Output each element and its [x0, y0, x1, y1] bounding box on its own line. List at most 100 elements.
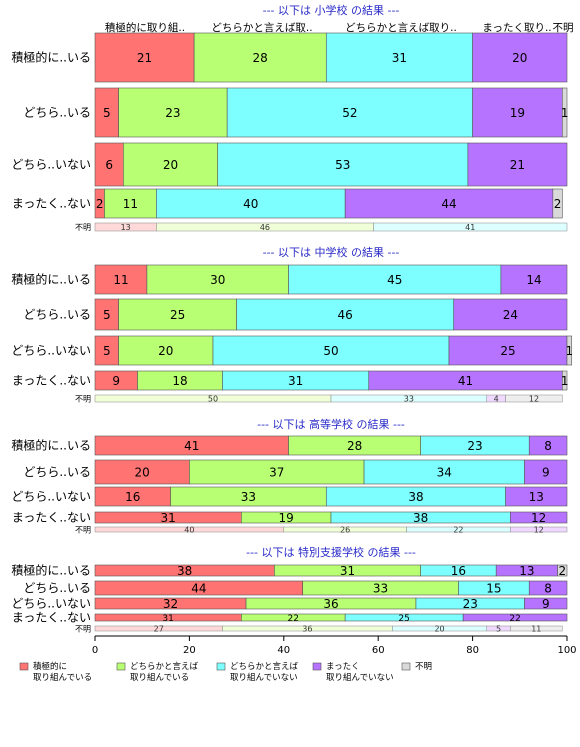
data-label: 8 [544, 439, 552, 453]
bar-segment [472, 87, 563, 138]
data-label: 19 [279, 511, 294, 525]
data-label: 31 [340, 564, 355, 578]
data-label: 9 [112, 374, 120, 388]
data-label: 32 [163, 597, 178, 611]
data-label: 37 [269, 466, 284, 480]
legend-label: 積極的に [33, 661, 67, 672]
column-header: どちらかと言えば取り.. [345, 21, 457, 34]
bar-segment [226, 87, 473, 138]
panel-title: --- 以下は 中学校 の結果 --- [263, 245, 400, 259]
bar-segment [104, 188, 157, 219]
data-label: 22 [288, 614, 299, 624]
data-label: 22 [509, 614, 520, 624]
data-label: 44 [441, 197, 456, 211]
unknown-data-label: 40 [184, 526, 194, 535]
data-label: 25 [398, 614, 409, 624]
bar-segment [528, 580, 568, 596]
data-label: 23 [165, 106, 180, 120]
column-header: まったく取り.. [482, 22, 551, 34]
bar-segment [557, 564, 568, 577]
unknown-data-label: 41 [465, 223, 475, 232]
unknown-row-label: 不明 [75, 223, 91, 232]
legend-label: 不明 [415, 662, 432, 672]
unknown-data-label: 13 [121, 223, 131, 232]
legend-swatch [216, 662, 226, 671]
legend-swatch [19, 662, 29, 671]
row-label: どちら..いる [23, 581, 91, 595]
legend-label: どちらかと言えば [230, 661, 299, 672]
legend-swatch [401, 662, 411, 671]
data-label: 21 [137, 51, 152, 65]
panel-title: --- 以下は 高等学校 の結果 --- [257, 417, 405, 431]
unknown-segment [373, 222, 568, 232]
bar-segment [453, 298, 568, 331]
data-label: 25 [170, 308, 185, 322]
bar-segment [94, 264, 148, 295]
data-label: 1 [566, 344, 574, 358]
row-label: まったく..ない [12, 374, 91, 388]
data-label: 31 [288, 374, 303, 388]
data-label: 20 [163, 158, 178, 172]
x-tick-label: 40 [277, 645, 290, 656]
data-label: 23 [463, 597, 478, 611]
column-header: 積極的に取り組.. [105, 21, 185, 34]
bar-segment [118, 298, 237, 331]
bar-segment [566, 335, 573, 366]
unknown-data-label: 36 [302, 625, 312, 634]
data-label: 36 [323, 597, 338, 611]
data-label: 11 [113, 273, 128, 287]
bar-segment [325, 32, 473, 83]
bar-segment [344, 188, 554, 219]
data-label: 52 [342, 106, 357, 120]
bar-segment [524, 459, 568, 485]
data-label: 5 [103, 308, 111, 322]
data-label: 30 [210, 273, 225, 287]
bar-segment [510, 511, 568, 524]
bar-segment [94, 32, 195, 83]
data-label: 2 [558, 564, 566, 578]
data-label: 45 [387, 273, 402, 287]
data-label: 1 [561, 106, 569, 120]
data-label: 1 [561, 374, 569, 388]
data-label: 5 [103, 106, 111, 120]
unknown-data-label: 11 [531, 625, 541, 634]
legend-swatch [312, 662, 322, 671]
data-label: 6 [105, 158, 113, 172]
unknown-row-label: 不明 [75, 625, 91, 634]
data-label: 20 [135, 466, 150, 480]
bar-segment [217, 142, 469, 187]
data-label: 11 [123, 197, 138, 211]
row-label: どちら..いる [23, 308, 91, 322]
data-label: 16 [451, 564, 466, 578]
data-label: 33 [241, 490, 256, 504]
bar-segment [528, 435, 568, 456]
bar-segment [94, 142, 124, 187]
row-label: どちら..いない [11, 344, 91, 358]
data-label: 8 [544, 582, 552, 596]
row-label: どちら..いる [23, 465, 91, 479]
row-label: どちら..いない [11, 597, 91, 611]
legend-label: 取り組んでいる [33, 672, 92, 683]
data-label: 50 [323, 344, 338, 358]
data-label: 16 [125, 490, 140, 504]
bar-segment [212, 335, 450, 366]
unknown-data-label: 12 [529, 395, 539, 404]
data-label: 31 [392, 51, 407, 65]
row-label: 積極的に..いる [11, 438, 91, 453]
unknown-data-label: 12 [534, 526, 544, 535]
panel-title: --- 以下は 小学校 の結果 --- [263, 3, 400, 17]
x-tick-label: 60 [372, 645, 385, 656]
data-label: 9 [542, 466, 550, 480]
bar-segment [462, 613, 568, 622]
data-label: 34 [437, 466, 452, 480]
row-label: どちら..いない [11, 490, 91, 504]
x-tick-label: 100 [557, 645, 576, 656]
x-tick-label: 20 [183, 645, 196, 656]
data-label: 31 [162, 614, 173, 624]
legend-label: 取り組んでいない [326, 672, 394, 683]
data-label: 23 [467, 439, 482, 453]
row-label: まったく..ない [12, 611, 91, 625]
data-label: 44 [191, 582, 206, 596]
data-label: 9 [542, 597, 550, 611]
